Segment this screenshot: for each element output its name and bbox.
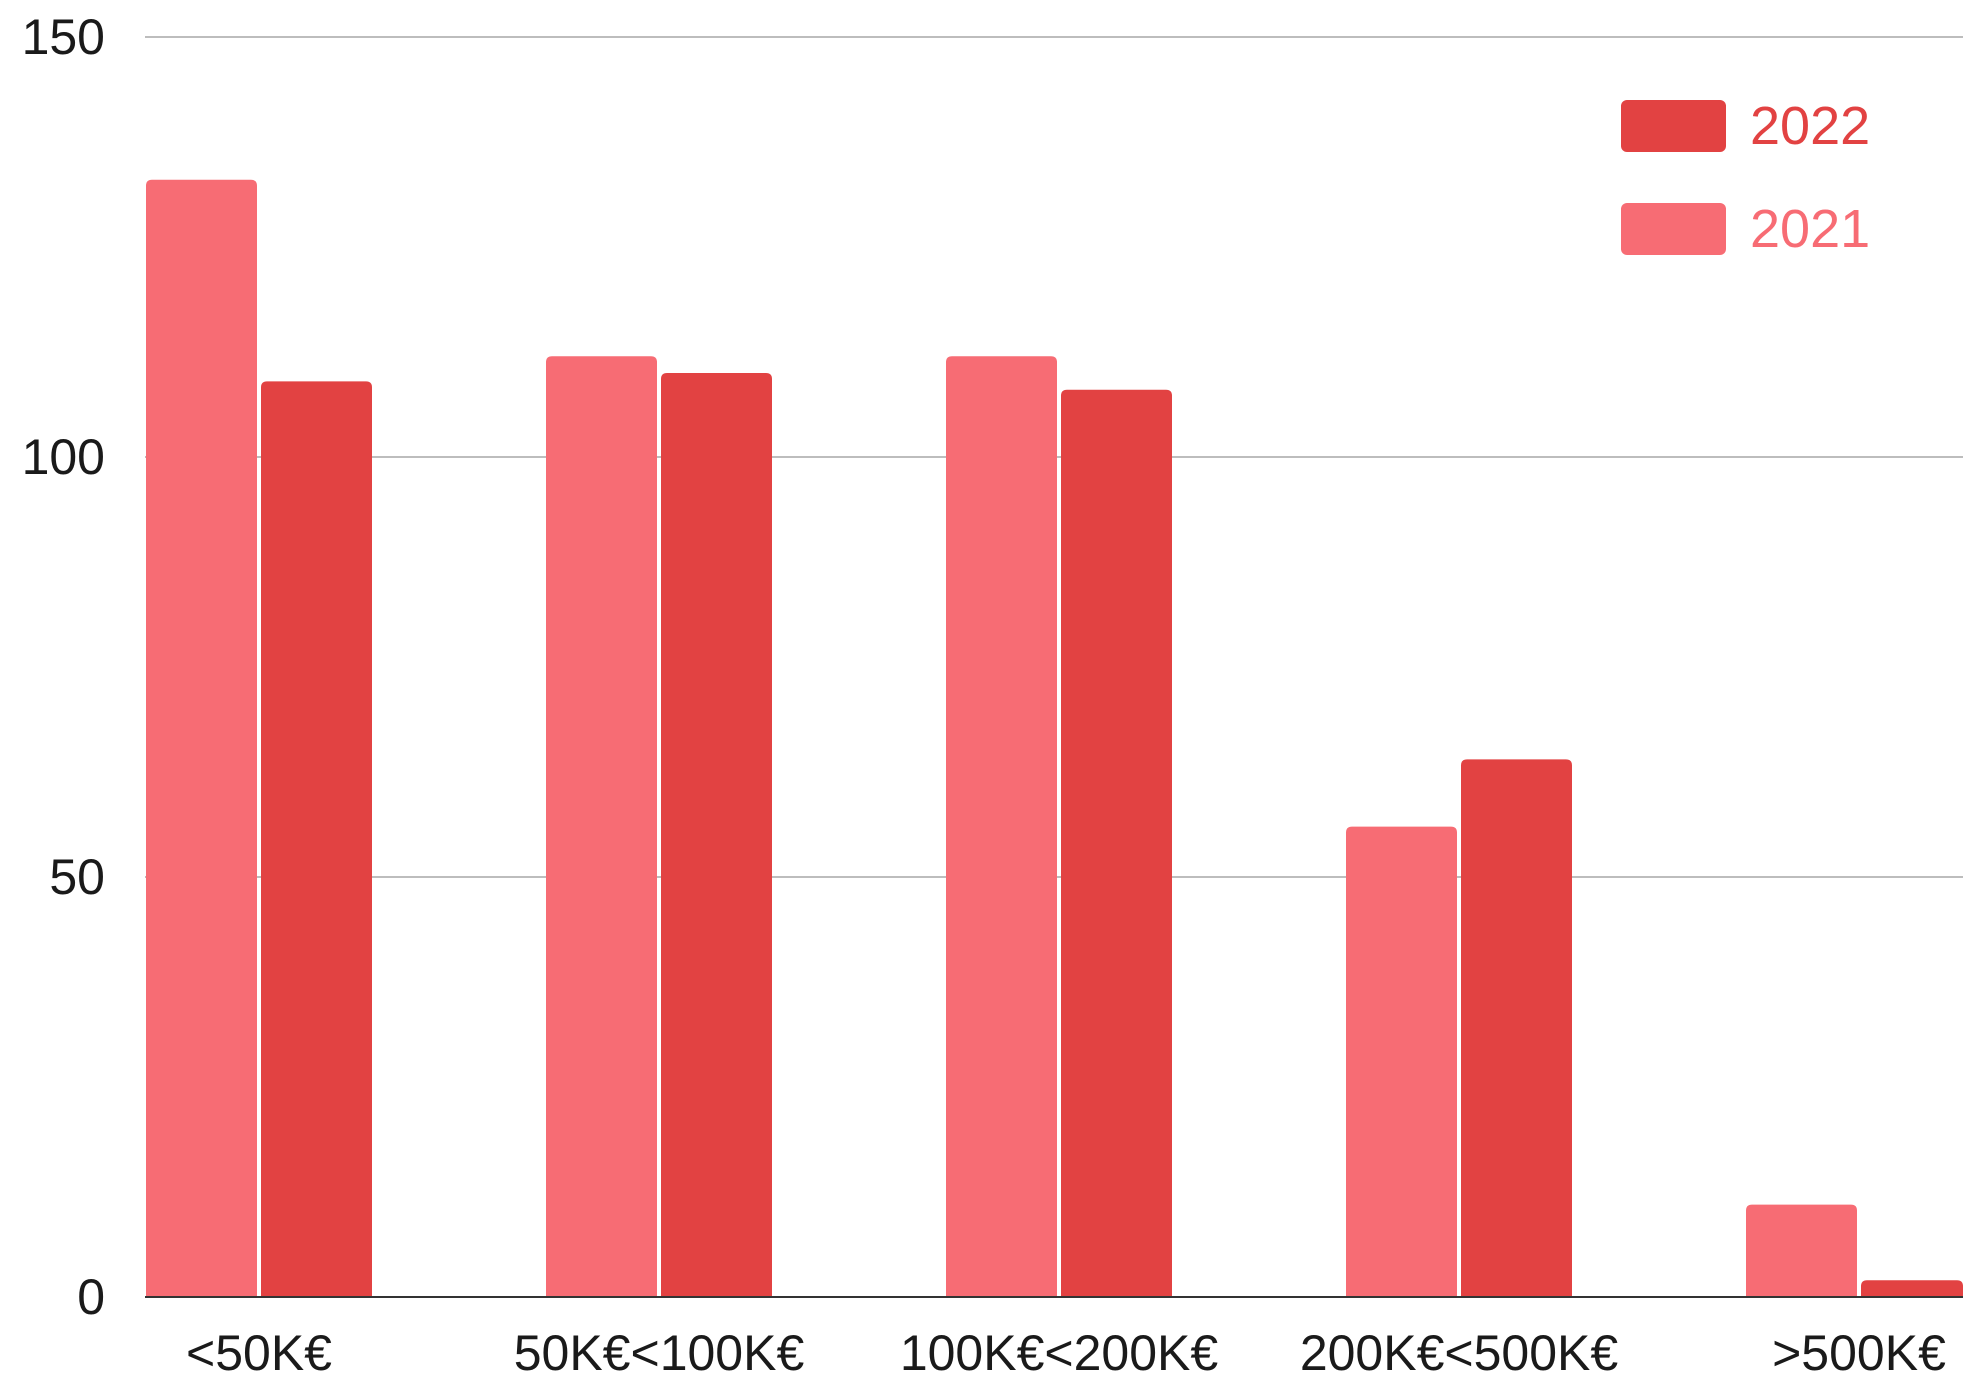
bars: [146, 179, 1963, 1297]
legend-swatch-2022: [1621, 100, 1726, 152]
bar-2021-4: [1746, 1204, 1857, 1297]
bar-2022-0: [261, 381, 372, 1297]
y-axis-ticks: 0 50 100 150: [22, 9, 105, 1325]
x-tick-label: >500K€: [1772, 1325, 1946, 1381]
bar-2021-2: [946, 356, 1057, 1297]
legend-label-2021: 2021: [1750, 199, 1870, 259]
x-axis-ticks: <50K€ 50K€<100K€ 100K€<200K€ 200K€<500K€ >50…: [186, 1325, 1946, 1381]
legend: 2022 2021: [1621, 96, 1870, 259]
y-tick-label: 150: [22, 9, 105, 65]
bar-2021-1: [546, 356, 657, 1297]
bar-2022-1: [661, 373, 772, 1297]
x-tick-label: <50K€: [186, 1325, 332, 1381]
legend-label-2022: 2022: [1750, 96, 1870, 156]
bar-2022-3: [1461, 759, 1572, 1297]
bar-2022-4: [1861, 1280, 1963, 1297]
y-tick-label: 100: [22, 429, 105, 485]
legend-swatch-2021: [1621, 203, 1726, 255]
y-tick-label: 0: [77, 1269, 105, 1325]
bar-2021-0: [146, 179, 257, 1297]
bar-2022-2: [1061, 389, 1172, 1297]
x-tick-label: 50K€<100K€: [514, 1325, 805, 1381]
x-tick-label: 100K€<200K€: [900, 1325, 1219, 1381]
y-tick-label: 50: [49, 849, 105, 905]
x-tick-label: 200K€<500K€: [1300, 1325, 1619, 1381]
bar-2021-3: [1346, 826, 1457, 1297]
